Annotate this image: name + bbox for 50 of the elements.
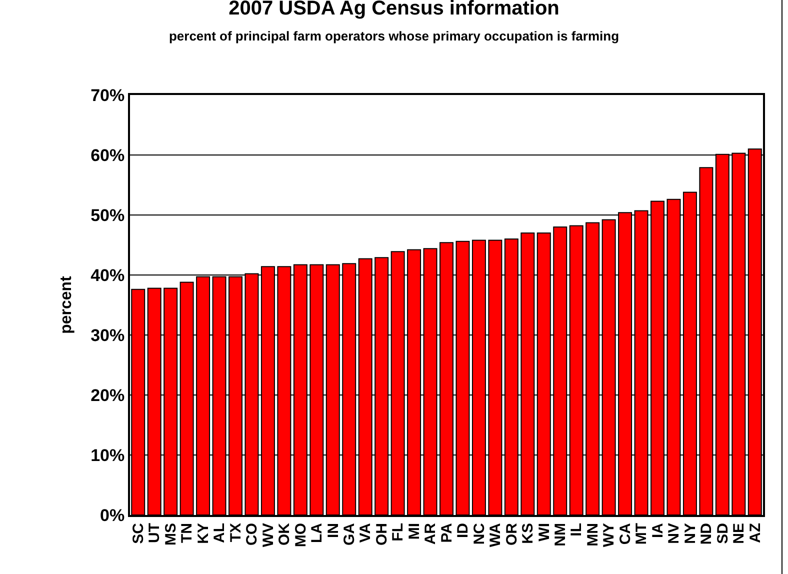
x-tick-label: WI xyxy=(536,523,553,542)
x-tick-label: PA xyxy=(438,522,456,543)
y-tick-label: 0% xyxy=(100,506,125,525)
x-tick-label: FL xyxy=(390,523,407,542)
x-tick-label: NY xyxy=(682,523,699,544)
y-tick-label: 10% xyxy=(90,446,125,465)
x-tick-label: NE xyxy=(730,523,748,544)
x-tick-label: OH xyxy=(373,523,390,546)
x-tick-label: AR xyxy=(422,522,440,545)
x-tick-label: MI xyxy=(406,523,423,540)
y-tick-label: 40% xyxy=(90,266,125,285)
x-tick-label: SD xyxy=(714,522,732,544)
x-tick-label: WA xyxy=(487,522,504,548)
x-tick-label: VA xyxy=(357,522,374,543)
x-tick-label: TN xyxy=(178,523,196,543)
x-tick-label: ID xyxy=(454,522,472,538)
x-tick-label: IL xyxy=(568,523,586,536)
x-tick-label: MS xyxy=(162,523,180,546)
x-tick-label: AL xyxy=(211,523,228,543)
x-tick-label: MN xyxy=(584,523,602,546)
chart-title: 2007 USDA Ag Census information xyxy=(228,0,560,20)
x-tick-label: NM xyxy=(552,523,569,546)
x-tick-label: NC xyxy=(470,522,488,545)
x-tick-label: GA xyxy=(340,522,358,546)
chart-subtitle: percent of principal farm operators whose primary occupation is farming xyxy=(168,28,620,44)
x-tick-label: CA xyxy=(616,522,634,545)
y-tick-label: 50% xyxy=(90,206,125,225)
x-tick-label: ND xyxy=(698,522,716,545)
y-tick-label: 30% xyxy=(90,326,125,345)
x-tick-label: UT xyxy=(146,523,164,543)
x-tick-label: OR xyxy=(503,522,520,546)
x-tick-label: AZ xyxy=(746,523,764,543)
x-tick-label: KY xyxy=(194,523,212,544)
x-tick-label: SC xyxy=(130,522,147,544)
y-tick-label: 20% xyxy=(90,386,125,405)
y-tick-label: 60% xyxy=(90,146,125,165)
x-tick-label: NV xyxy=(666,523,683,544)
x-tick-label: IA xyxy=(649,522,666,538)
x-tick-label: MO xyxy=(292,522,310,548)
x-tick-label: OK xyxy=(276,522,294,546)
x-tick-label: TX xyxy=(227,523,244,542)
x-tick-label: WV xyxy=(260,523,277,548)
x-tick-label: LA xyxy=(308,522,326,543)
y-axis-title: percent xyxy=(58,275,75,334)
x-tick-label: IN xyxy=(324,523,342,538)
x-tick-label: KS xyxy=(520,523,537,544)
x-tick-label: MT xyxy=(633,523,650,545)
x-tick-label: CO xyxy=(244,522,261,546)
x-tick-label: WY xyxy=(600,523,618,548)
y-tick-label: 70% xyxy=(90,86,125,105)
